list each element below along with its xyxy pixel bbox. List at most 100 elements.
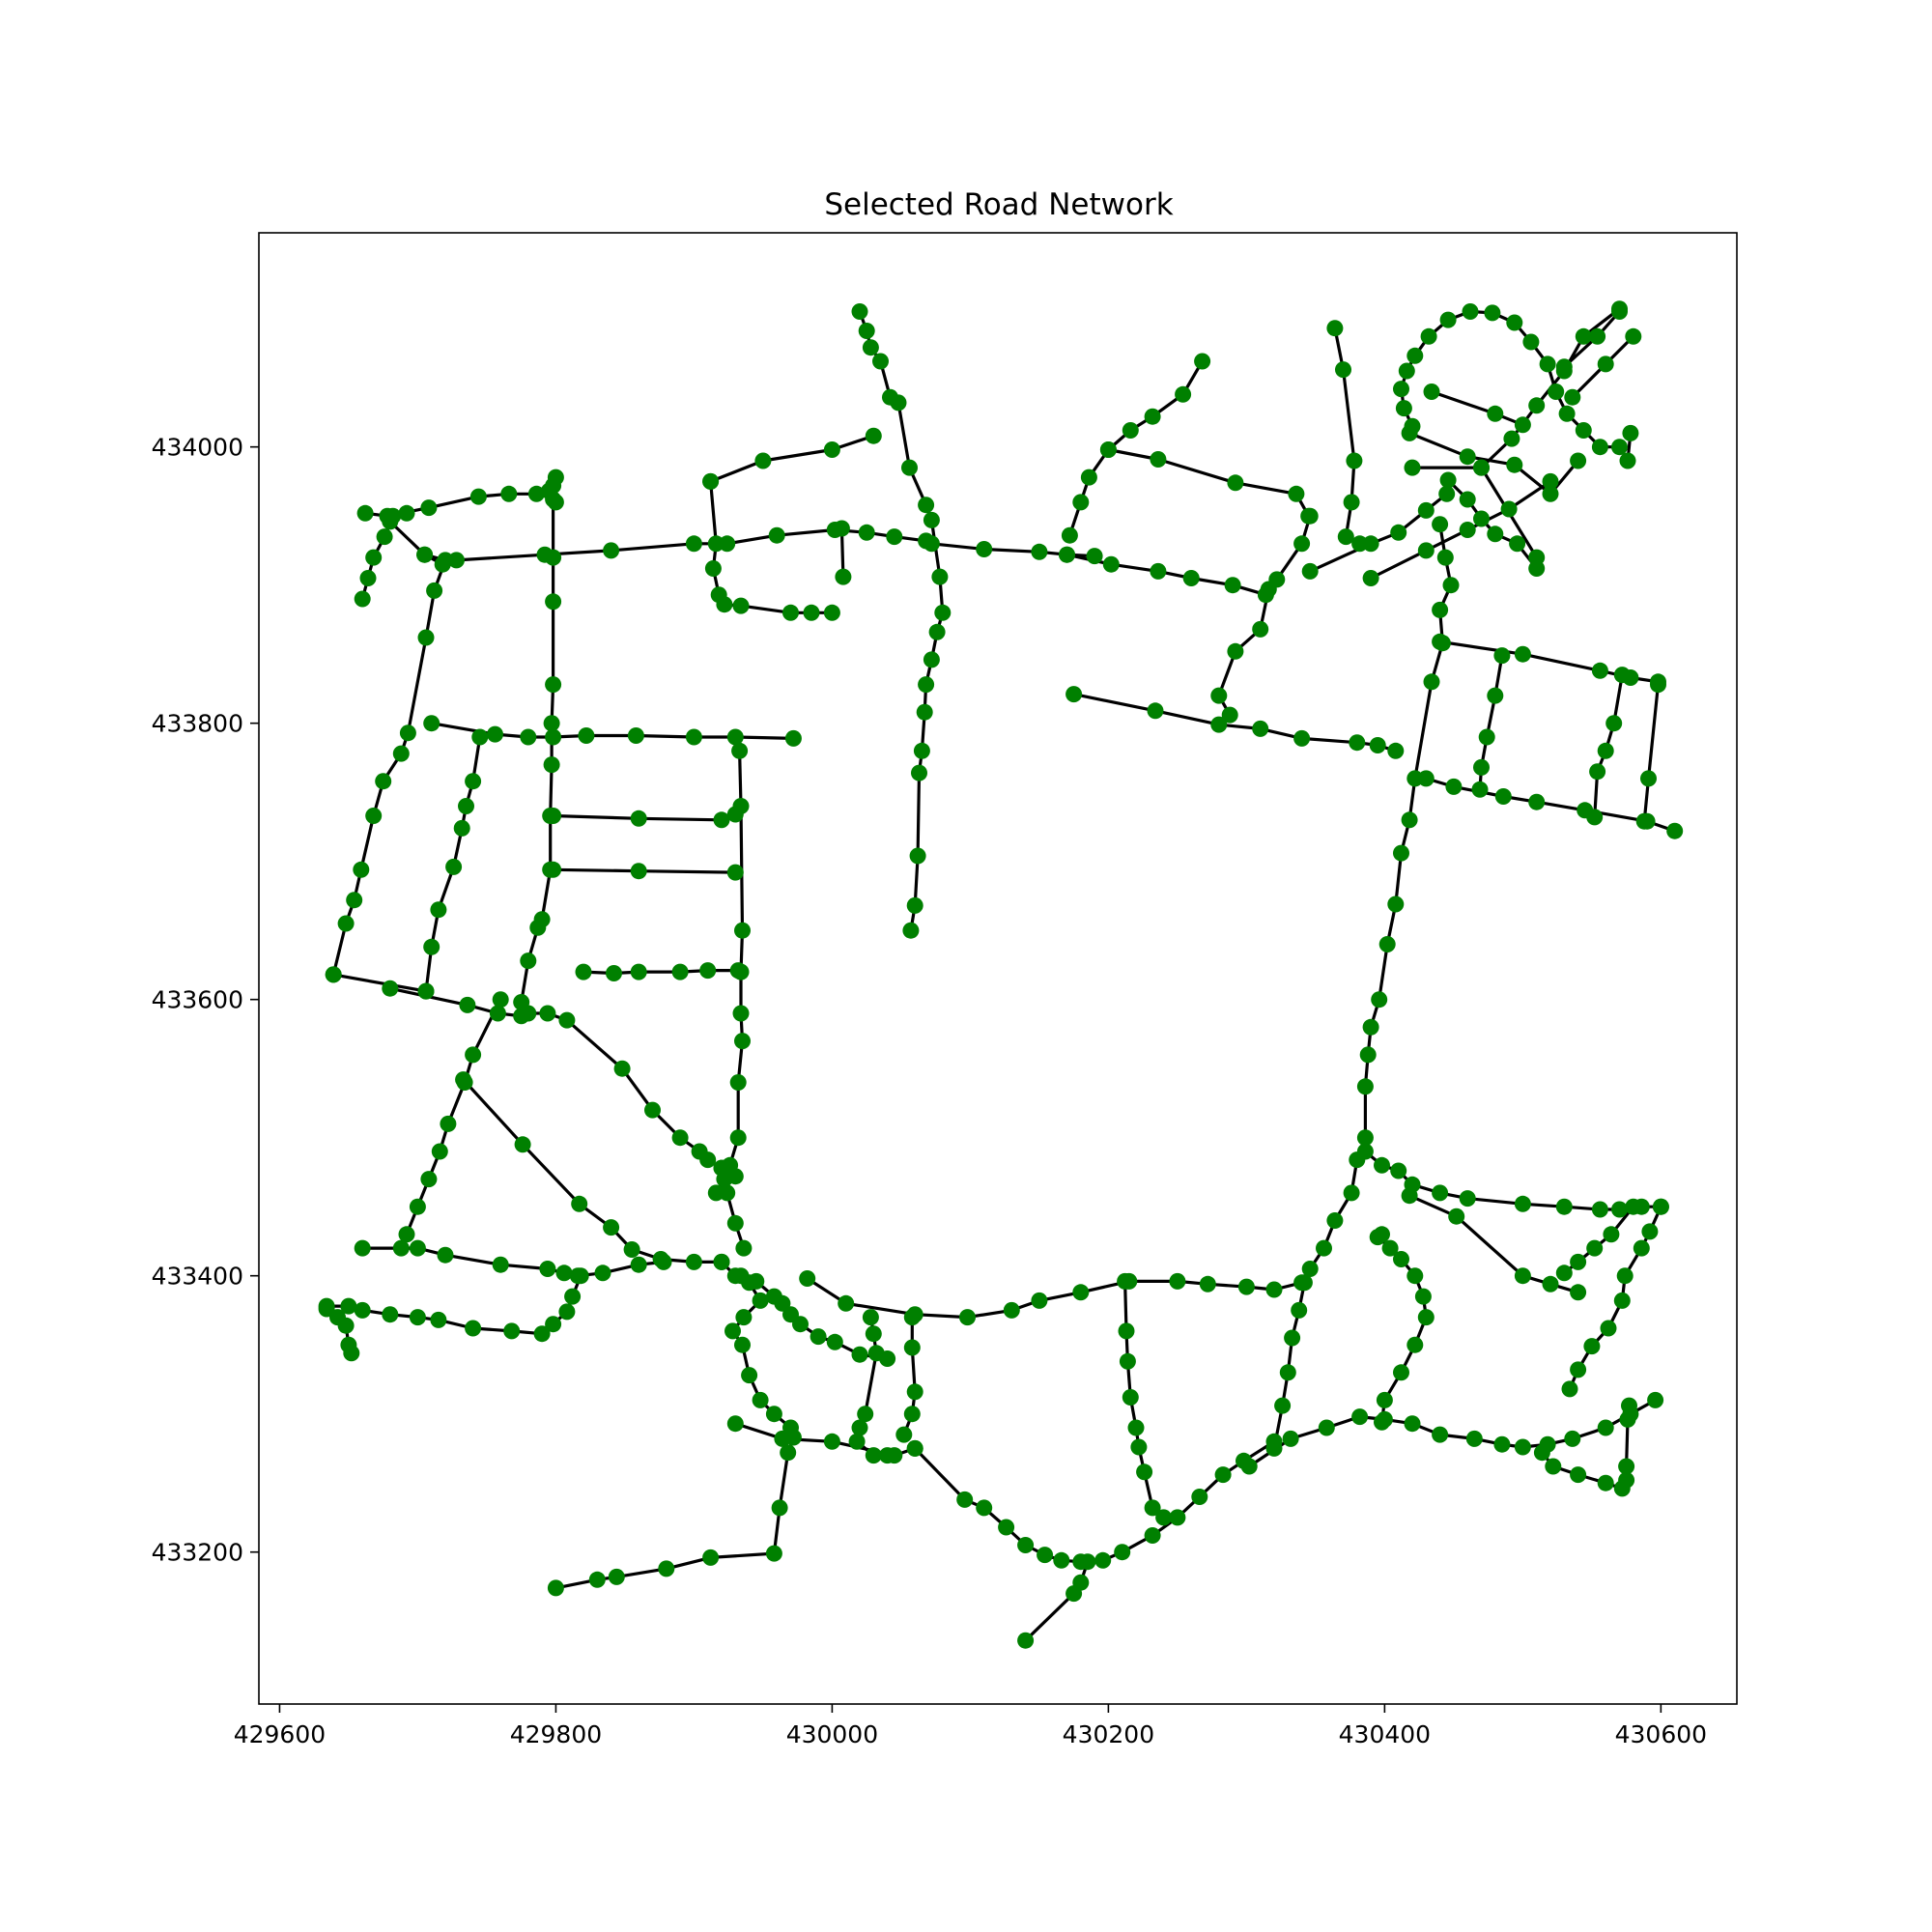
- road-segment-17: [1071, 692, 1398, 753]
- road-node-12-1: [754, 452, 772, 469]
- road-node-17-6: [1369, 737, 1386, 753]
- road-node-61-0: [1564, 388, 1581, 406]
- road-node-38-7: [1406, 1336, 1424, 1353]
- road-node-57-4: [409, 1309, 426, 1326]
- road-node-42-12: [1293, 1274, 1311, 1292]
- road-node-35-7: [1570, 1361, 1587, 1378]
- road-node-17-1: [1147, 702, 1164, 720]
- road-node-47-15: [1265, 1433, 1283, 1450]
- road-segment-8: [331, 973, 428, 993]
- road-node-40-0: [1533, 1444, 1550, 1462]
- x-tick-label: 430600: [1615, 1720, 1707, 1748]
- road-node-48-3: [1017, 1632, 1035, 1649]
- road-node-33-5: [1459, 1190, 1476, 1208]
- road-node-6-8: [784, 729, 802, 747]
- road-node-16-1: [1102, 555, 1120, 573]
- road-node-47-10: [1144, 1527, 1161, 1544]
- y-tick-label: 434000: [152, 434, 243, 462]
- road-node-9-2: [713, 811, 730, 829]
- road-node-36-4: [1555, 1264, 1573, 1282]
- road-node-43-0: [1117, 1272, 1134, 1290]
- road-node-18-0: [1061, 526, 1078, 544]
- road-node-54-6: [409, 1198, 426, 1215]
- road-segment-49: [554, 1435, 796, 1590]
- road-node-29-13: [1558, 405, 1576, 422]
- road-node-46-0: [726, 1415, 744, 1433]
- road-node-5-4: [543, 715, 560, 732]
- road-node-20-5: [1227, 642, 1244, 660]
- road-node-4-0: [416, 546, 434, 563]
- road-node-62-0: [1555, 358, 1573, 376]
- road-node-40-1: [1545, 1458, 1562, 1475]
- y-tick-label: 433600: [152, 986, 243, 1014]
- road-node-46-3: [886, 1447, 903, 1464]
- road-node-16-2: [1150, 562, 1167, 580]
- x-tick-label: 429600: [234, 1720, 326, 1748]
- road-node-24-2: [1591, 662, 1608, 679]
- road-node-54-8: [392, 1239, 410, 1257]
- road-node-28-0: [1650, 676, 1666, 694]
- road-node-9-1: [630, 810, 647, 827]
- road-node-57-1: [340, 1297, 357, 1315]
- road-node-33-9: [1611, 1201, 1628, 1218]
- road-node-29-2: [1393, 381, 1409, 398]
- road-node-41-8: [851, 1346, 868, 1363]
- road-node-34-1: [1448, 1208, 1465, 1225]
- road-node-49-1: [588, 1571, 606, 1588]
- road-node-12-3: [865, 427, 882, 444]
- road-node-38-1: [1369, 1229, 1386, 1246]
- road-node-47-9: [1114, 1544, 1131, 1561]
- road-node-37-5: [1404, 1415, 1421, 1433]
- road-node-57-10: [558, 1303, 576, 1321]
- road-node-55-2: [571, 1195, 588, 1212]
- road-node-11-5: [732, 597, 750, 614]
- road-node-57-11: [564, 1288, 582, 1305]
- road-node-45-0: [903, 1309, 921, 1326]
- road-node-32-1: [1575, 327, 1592, 345]
- road-node-18-1: [1072, 494, 1090, 511]
- road-node-35-2: [1633, 1239, 1650, 1257]
- road-node-20-0: [1301, 507, 1319, 525]
- road-node-54-0: [492, 991, 509, 1009]
- road-node-57-6: [465, 1320, 482, 1337]
- road-node-34-2: [1514, 1267, 1531, 1285]
- road-node-29-1: [1395, 400, 1412, 417]
- chart-title: Selected Road Network: [824, 187, 1173, 222]
- road-node-51-2: [489, 1005, 506, 1022]
- road-node-50-6: [734, 1336, 751, 1353]
- road-node-48-0: [1079, 1553, 1096, 1571]
- road-node-50-10: [782, 1419, 799, 1436]
- road-node-63-1: [1473, 459, 1490, 476]
- road-node-47-1: [956, 1491, 974, 1508]
- road-node-23-2: [1442, 577, 1460, 594]
- road-node-29-3: [1398, 362, 1415, 380]
- road-node-18-5: [1144, 408, 1161, 425]
- road-node-21-2: [1346, 452, 1363, 469]
- road-node-9-0: [545, 808, 562, 824]
- road-node-7-2: [458, 798, 474, 814]
- road-node-28-2: [1635, 812, 1653, 830]
- road-node-56-5: [555, 1264, 573, 1282]
- road-node-51-6: [558, 1011, 576, 1029]
- road-node-61-1: [1597, 355, 1614, 373]
- road-node-31-0: [1401, 424, 1418, 441]
- road-node-6-5: [627, 727, 644, 744]
- road-segment-3: [454, 527, 928, 562]
- road-node-30-0: [1423, 384, 1440, 400]
- road-node-47-13: [1214, 1466, 1232, 1484]
- road-segment-60: [1446, 478, 1539, 571]
- road-node-14-15: [913, 742, 930, 759]
- road-node-0-0: [354, 590, 371, 608]
- road-node-47-12: [1191, 1489, 1208, 1505]
- road-node-3-5: [768, 526, 785, 544]
- road-node-11-4: [716, 596, 733, 613]
- road-node-43-4: [1127, 1419, 1145, 1436]
- y-tick-label: 433800: [152, 710, 243, 738]
- road-node-23-9: [1387, 895, 1405, 913]
- road-node-42-4: [1003, 1301, 1020, 1319]
- road-node-23-8: [1393, 844, 1409, 862]
- road-node-3-7: [858, 524, 875, 541]
- road-node-43-3: [1122, 1389, 1139, 1406]
- road-node-51-0: [382, 980, 399, 997]
- road-node-53-6: [729, 1074, 747, 1091]
